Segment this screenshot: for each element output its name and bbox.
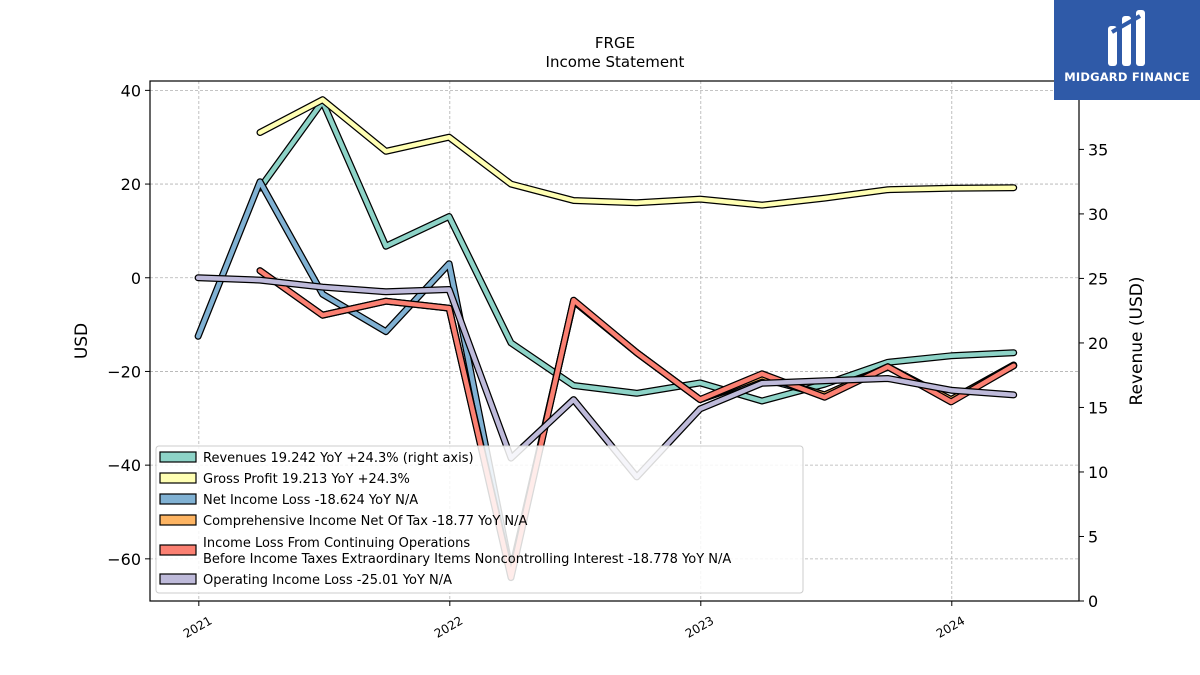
legend-swatch [159, 472, 197, 484]
y-tick-label: 40 [121, 81, 141, 100]
y2-tick-label: 30 [1088, 205, 1108, 224]
y-tick-label: −60 [107, 550, 141, 569]
y-tick-label: 0 [131, 269, 141, 288]
legend-label: Net Income Loss -18.624 YoY N/A [203, 493, 418, 508]
legend: Revenues 19.242 YoY +24.3% (right axis) G… [155, 445, 804, 594]
legend-swatch [159, 451, 197, 463]
y-tick-label: −20 [107, 362, 141, 381]
legend-swatch [159, 493, 197, 505]
y2-tick-label: 10 [1088, 463, 1108, 482]
x-tick-label: 2023 [683, 613, 716, 640]
legend-label: Gross Profit 19.213 YoY +24.3% [203, 472, 410, 487]
y2-tick-label: 25 [1088, 269, 1108, 288]
chart-subtitle: Income Statement [546, 53, 685, 71]
series-line [195, 275, 1016, 480]
legend-swatch [159, 514, 197, 526]
x-tick-label: 2021 [181, 613, 214, 640]
y2-tick-label: 5 [1088, 527, 1098, 546]
x-tick-label: 2024 [934, 613, 967, 640]
y-tick-label: 20 [121, 175, 141, 194]
grid-lines [150, 81, 1079, 601]
y2-tick-label: 0 [1088, 592, 1098, 611]
series-lines [194, 96, 1018, 582]
legend-swatch [159, 544, 197, 556]
plot-frame [149, 80, 1080, 602]
legend-label: Income Loss From Continuing Operations Be… [203, 536, 731, 567]
y2-tick-label: 15 [1088, 398, 1108, 417]
logo-mark-icon [1108, 10, 1145, 66]
legend-label: Revenues 19.242 YoY +24.3% (right axis) [203, 451, 474, 466]
legend-label: Operating Income Loss -25.01 YoY N/A [203, 573, 452, 588]
y-tick-label: −40 [107, 456, 141, 475]
legend-box [155, 445, 804, 594]
y2-axis-label: Revenue (USD) [1127, 276, 1147, 405]
logo: MIDGARD FINANCE [1054, 0, 1200, 100]
series-line [257, 268, 1016, 580]
y2-tick-label: 20 [1088, 334, 1108, 353]
y-axis-label: USD [72, 323, 92, 359]
series-line [257, 99, 1016, 404]
legend-swatch [159, 573, 197, 585]
logo-name: MIDGARD FINANCE [1064, 70, 1190, 84]
x-tick-label: 2022 [432, 613, 465, 640]
series-line [257, 97, 1016, 208]
legend-label: Comprehensive Income Net Of Tax -18.77 Y… [203, 514, 528, 529]
chart-title: FRGE [595, 34, 635, 52]
y2-tick-label: 35 [1088, 140, 1108, 159]
